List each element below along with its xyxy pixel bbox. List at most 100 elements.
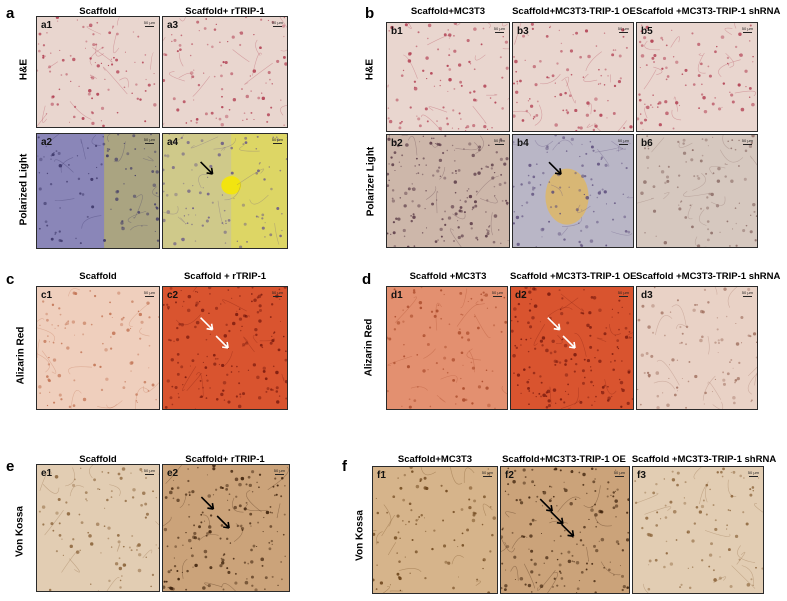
cell-nucleus [527, 174, 530, 177]
cell-nucleus [187, 468, 189, 470]
cell-nucleus [514, 578, 516, 581]
cell-nucleus [261, 564, 264, 567]
cell-nucleus [608, 568, 611, 572]
cell-nucleus [148, 316, 151, 319]
cell-nucleus [515, 70, 518, 73]
cell-nucleus [261, 346, 264, 349]
tissue-fiber [68, 288, 81, 297]
cell-nucleus [433, 529, 436, 532]
cell-nucleus [410, 215, 412, 217]
cell-nucleus [718, 576, 722, 580]
cell-nucleus [578, 240, 581, 244]
cell-nucleus [202, 386, 204, 389]
cell-nucleus [525, 338, 528, 341]
cell-nucleus [251, 584, 254, 587]
cell-nucleus [634, 480, 637, 482]
cell-nucleus [627, 531, 629, 534]
cell-nucleus [735, 244, 738, 247]
tissue-fiber [267, 466, 289, 490]
cell-nucleus [744, 149, 748, 153]
cell-nucleus [200, 139, 204, 143]
cell-nucleus [443, 33, 447, 37]
cell-nucleus [424, 207, 426, 210]
cell-nucleus [726, 524, 728, 527]
cell-nucleus [144, 120, 147, 123]
cell-nucleus [618, 299, 621, 302]
cell-nucleus [545, 395, 548, 398]
micrograph-background [637, 23, 757, 131]
cell-nucleus [532, 392, 535, 394]
cell-nucleus [655, 235, 657, 237]
tissue-fiber [163, 516, 172, 527]
cell-nucleus [199, 379, 202, 382]
cell-nucleus [655, 482, 658, 486]
cell-nucleus [492, 324, 496, 327]
cell-nucleus [388, 119, 393, 124]
cell-nucleus [106, 147, 109, 150]
cell-nucleus [261, 213, 265, 217]
cell-nucleus [664, 181, 667, 185]
cell-nucleus [180, 238, 183, 240]
cell-nucleus [419, 480, 422, 483]
cell-nucleus [164, 53, 168, 57]
cell-nucleus [729, 584, 733, 588]
cell-nucleus [264, 576, 268, 580]
cell-nucleus [282, 533, 285, 536]
tissue-fiber [663, 192, 670, 200]
cell-nucleus [426, 342, 430, 346]
annotation-arrow-icon [216, 515, 230, 529]
cell-nucleus [752, 55, 754, 58]
cell-nucleus [205, 219, 209, 223]
cell-nucleus [390, 233, 392, 235]
cell-nucleus [166, 154, 170, 158]
cell-nucleus [79, 242, 82, 245]
cell-nucleus [284, 358, 287, 362]
cell-nucleus [574, 362, 578, 366]
cell-nucleus [614, 334, 616, 337]
tissue-fiber [597, 148, 610, 167]
cell-nucleus [694, 303, 697, 306]
cell-nucleus [373, 578, 375, 582]
cell-nucleus [459, 291, 463, 295]
cell-nucleus [595, 45, 598, 47]
col-title-a-1: Scaffold [79, 6, 117, 17]
cell-nucleus [658, 123, 662, 127]
tissue-fiber [722, 135, 730, 150]
cell-nucleus [422, 157, 425, 160]
tissue-fiber [513, 110, 531, 117]
cell-nucleus [393, 141, 396, 143]
cell-nucleus [448, 78, 452, 82]
cell-nucleus [37, 136, 40, 139]
cell-nucleus [418, 516, 421, 518]
cell-nucleus [547, 292, 551, 296]
cell-nucleus [653, 53, 657, 58]
cell-nucleus [522, 468, 526, 472]
tissue-fiber [501, 541, 507, 552]
tissue-fiber [586, 123, 594, 128]
cell-nucleus [742, 228, 746, 233]
annotation-arrow-icon [200, 496, 215, 510]
cell-nucleus [53, 401, 56, 404]
cell-nucleus [529, 104, 534, 108]
cell-nucleus [278, 395, 281, 397]
cell-nucleus [118, 566, 123, 571]
cell-nucleus [429, 326, 432, 329]
cell-nucleus [412, 187, 416, 191]
cell-nucleus [275, 370, 279, 375]
cell-nucleus [393, 244, 397, 247]
tissue-fiber [382, 585, 390, 593]
tissue-fiber [387, 84, 389, 88]
cell-nucleus [379, 581, 384, 585]
micrograph-texture [163, 17, 287, 127]
cell-nucleus [148, 367, 150, 369]
cell-nucleus [256, 375, 260, 380]
tissue-fiber [65, 467, 75, 487]
cell-nucleus [655, 371, 660, 375]
cell-nucleus [92, 43, 96, 47]
cell-nucleus [439, 85, 441, 87]
cell-nucleus [624, 335, 629, 339]
cell-nucleus [645, 64, 648, 67]
cell-nucleus [414, 165, 416, 167]
cell-nucleus [684, 216, 688, 219]
cell-nucleus [727, 548, 731, 552]
